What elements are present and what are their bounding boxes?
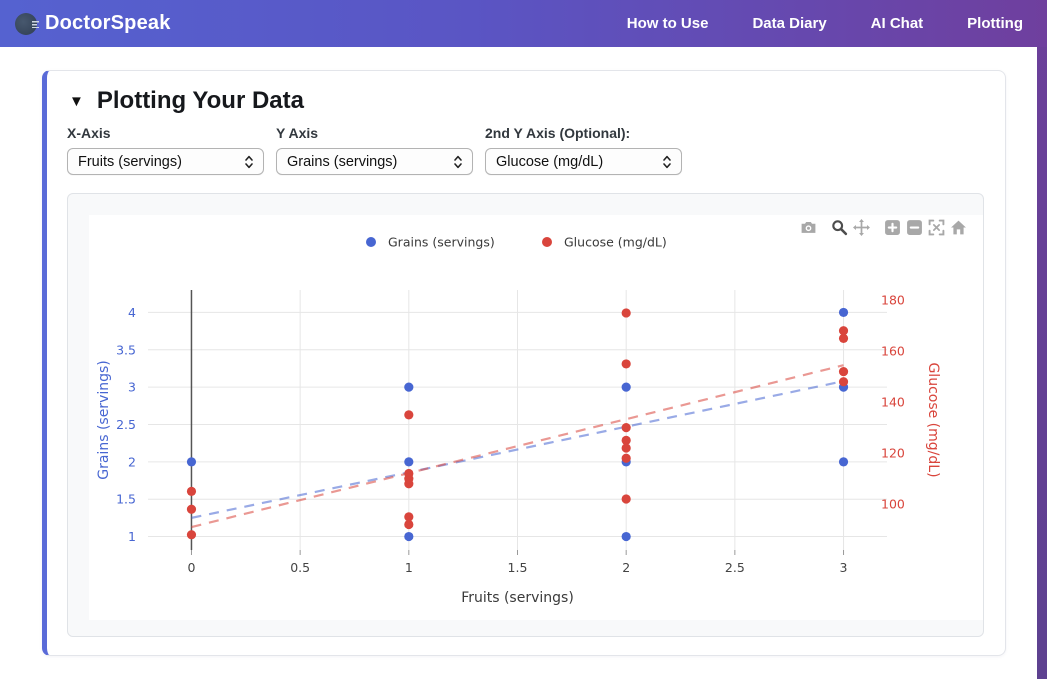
left-tick-label: 3 — [128, 380, 136, 395]
x-axis-title: Fruits (servings) — [461, 590, 574, 606]
data-point[interactable] — [404, 457, 414, 467]
x-axis-select-value: Fruits (servings) — [78, 153, 182, 170]
axis-controls: X-Axis Fruits (servings) Y Axis Grains (… — [67, 125, 984, 175]
brand-name: DoctorSpeak — [45, 12, 171, 34]
scatter-plot[interactable]: 1 1.5 2 2.5 3 3.5 4 100 120 140 160 180 0 0.5 1 1.5 2 2.5… — [89, 215, 983, 620]
data-point[interactable] — [186, 530, 197, 540]
x-tick-label: 0.5 — [290, 560, 310, 575]
left-tick-label: 1 — [128, 529, 136, 544]
chart-panel: 1 1.5 2 2.5 3 3.5 4 100 120 140 160 180 0 0.5 1 1.5 2 2.5… — [67, 193, 984, 637]
trendline — [191, 380, 844, 519]
data-point[interactable] — [838, 377, 849, 387]
second-y-axis-select-value: Glucose (mg/dL) — [496, 153, 604, 170]
legend-label: Grains (servings) — [388, 235, 495, 250]
plot-toolbar — [795, 219, 967, 236]
right-tick-label: 100 — [881, 497, 905, 512]
left-tick-label: 4 — [128, 305, 136, 320]
data-point[interactable] — [621, 359, 631, 369]
right-tick-label: 160 — [881, 344, 905, 359]
data-point[interactable] — [621, 494, 631, 504]
x-tick-label: 0 — [187, 560, 195, 575]
left-tick-label: 1.5 — [116, 492, 136, 507]
data-point[interactable] — [404, 531, 414, 542]
y-axis-label: Y Axis — [276, 125, 319, 141]
right-tick-label: 180 — [881, 293, 905, 308]
main-nav: How to Use Data Diary AI Chat Plotting — [627, 15, 1023, 32]
nav-item-how-to-use[interactable]: How to Use — [626, 15, 709, 32]
left-tick-label: 2.5 — [116, 417, 136, 432]
x-tick-label: 1 — [405, 560, 413, 575]
data-point[interactable] — [621, 382, 631, 392]
zoom-out-icon[interactable] — [906, 219, 923, 236]
right-tick-label: 120 — [881, 446, 905, 461]
data-point[interactable] — [838, 457, 849, 467]
data-point[interactable] — [621, 443, 631, 453]
legend-item-grains-servings[interactable]: Grains (servings) — [366, 235, 495, 250]
reset-home-icon[interactable] — [950, 219, 967, 236]
legend-label: Glucose (mg/dL) — [564, 235, 667, 250]
updown-chevron-icon — [454, 155, 462, 168]
camera-download-icon[interactable] — [800, 219, 817, 236]
updown-chevron-icon — [245, 155, 253, 168]
right-tick-label: 140 — [881, 395, 905, 410]
second-y-axis-select[interactable]: Glucose (mg/dL) — [485, 148, 682, 175]
data-point[interactable] — [186, 457, 197, 467]
left-tick-label: 3.5 — [116, 342, 136, 357]
collapse-triangle-icon[interactable]: ▼ — [69, 92, 84, 110]
x-axis-select[interactable]: Fruits (servings) — [67, 148, 264, 175]
data-point[interactable] — [621, 423, 631, 433]
data-point[interactable] — [186, 486, 197, 496]
data-point[interactable] — [621, 531, 631, 542]
data-point[interactable] — [838, 326, 849, 336]
data-point[interactable] — [404, 382, 414, 392]
zoom-in-icon[interactable] — [884, 219, 901, 236]
x-tick-label: 2 — [622, 560, 630, 575]
x-tick-label: 2.5 — [725, 560, 745, 575]
x-tick-label: 3 — [840, 560, 848, 575]
speaking-head-icon — [15, 12, 39, 35]
data-point[interactable] — [838, 333, 849, 344]
left-axis-title: Grains (servings) — [96, 360, 112, 480]
data-point[interactable] — [186, 504, 197, 514]
nav-item-data-diary[interactable]: Data Diary — [752, 15, 827, 32]
data-point[interactable] — [621, 435, 631, 445]
legend-marker — [542, 237, 552, 247]
data-point[interactable] — [621, 308, 631, 318]
nav-item-plotting[interactable]: Plotting — [967, 15, 1023, 32]
top-navbar: DoctorSpeak How to Use Data Diary AI Cha… — [0, 0, 1047, 47]
y-axis-select[interactable]: Grains (servings) — [276, 148, 473, 175]
nav-item-ai-chat[interactable]: AI Chat — [870, 15, 924, 32]
trendline — [191, 364, 844, 529]
chart-canvas[interactable]: 1 1.5 2 2.5 3 3.5 4 100 120 140 160 180 0 0.5 1 1.5 2 2.5… — [89, 215, 983, 620]
data-point[interactable] — [404, 410, 414, 420]
left-tick-label: 2 — [128, 454, 136, 469]
page-title: Plotting Your Data — [96, 87, 304, 114]
data-point[interactable] — [404, 512, 414, 522]
x-axis-label: X-Axis — [67, 125, 111, 141]
right-axis-title: Glucose (mg/dL) — [925, 362, 941, 477]
data-point[interactable] — [838, 307, 849, 318]
main-content: ▼ Plotting Your Data X-Axis Fruits (serv… — [0, 47, 1037, 679]
plotting-card: ▼ Plotting Your Data X-Axis Fruits (serv… — [42, 70, 1006, 656]
data-point[interactable] — [621, 453, 631, 463]
pan-tool-icon[interactable] — [853, 219, 870, 236]
brand[interactable]: DoctorSpeak — [15, 12, 171, 35]
x-tick-label: 1.5 — [508, 560, 528, 575]
zoom-tool-icon[interactable] — [831, 219, 848, 236]
legend-marker — [366, 237, 376, 247]
y-axis-select-value: Grains (servings) — [287, 153, 398, 170]
data-point[interactable] — [404, 468, 414, 479]
data-point[interactable] — [404, 519, 414, 530]
second-y-axis-label: 2nd Y Axis (Optional): — [485, 125, 631, 141]
legend-item-glucose-mg-dl[interactable]: Glucose (mg/dL) — [542, 235, 667, 250]
autoscale-icon[interactable] — [928, 219, 945, 236]
updown-chevron-icon — [663, 155, 671, 168]
data-point[interactable] — [838, 366, 849, 377]
